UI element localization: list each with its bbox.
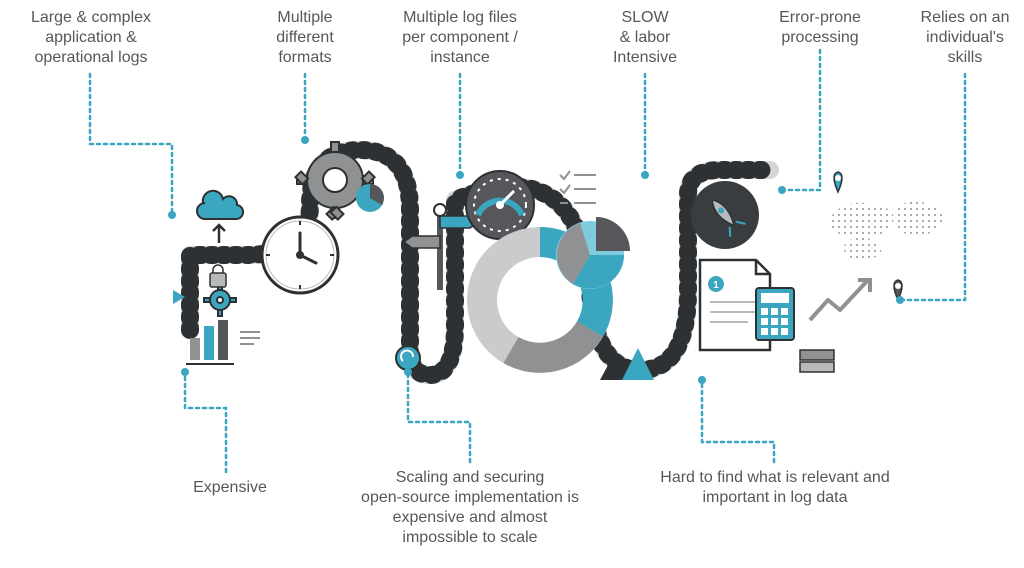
location-pin-icon (834, 172, 842, 192)
callout-label-bot1: Expensive (170, 478, 290, 498)
connector-dot-top6 (896, 296, 904, 304)
connector-top5 (782, 50, 820, 190)
connector-dot-top4 (641, 171, 649, 179)
connector-dot-bot2 (404, 368, 412, 376)
clock-icon (262, 217, 338, 293)
connector-dot-top1 (168, 211, 176, 219)
connector-top6 (900, 74, 965, 300)
connector-top1 (90, 74, 172, 215)
rocket-icon (691, 181, 759, 249)
connector-dot-top5 (778, 186, 786, 194)
callout-label-bot2: Scaling and securingopen-source implemen… (340, 468, 600, 548)
connector-bot3 (702, 380, 774, 462)
callout-label-top1: Large & complexapplication &operational … (17, 8, 165, 68)
gauge-icon (466, 171, 534, 239)
connector-dot-bot1 (181, 368, 189, 376)
list-lines-icon (240, 332, 260, 344)
trend-arrow-icon (810, 280, 870, 320)
callout-label-top3: Multiple log filesper component /instanc… (380, 8, 540, 68)
connector-bot2 (408, 372, 470, 462)
cloud-upload-icon (197, 191, 243, 243)
callout-label-top2: Multipledifferentformats (250, 8, 360, 68)
callout-label-top4: SLOW& laborIntensive (590, 8, 700, 68)
connector-bot1 (185, 372, 226, 472)
callout-label-bot3: Hard to find what is relevant andimporta… (640, 468, 910, 508)
svg-text:1: 1 (713, 280, 719, 291)
server-icon (800, 350, 834, 372)
gear-small-icon (204, 284, 236, 316)
calculator-icon (756, 288, 794, 340)
padlock-icon (210, 265, 226, 287)
connector-dot-top3 (456, 171, 464, 179)
world-map-icon (830, 201, 944, 261)
swirl-icon (396, 346, 420, 370)
callout-label-top6: Relies on anindividual'sskills (910, 8, 1020, 68)
infographic-stage: 1 (0, 0, 1024, 568)
connector-dot-bot3 (698, 376, 706, 384)
connector-dot-top2 (301, 136, 309, 144)
callout-label-top5: Error-proneprocessing (760, 8, 880, 48)
mini-pie-icon (356, 184, 384, 212)
